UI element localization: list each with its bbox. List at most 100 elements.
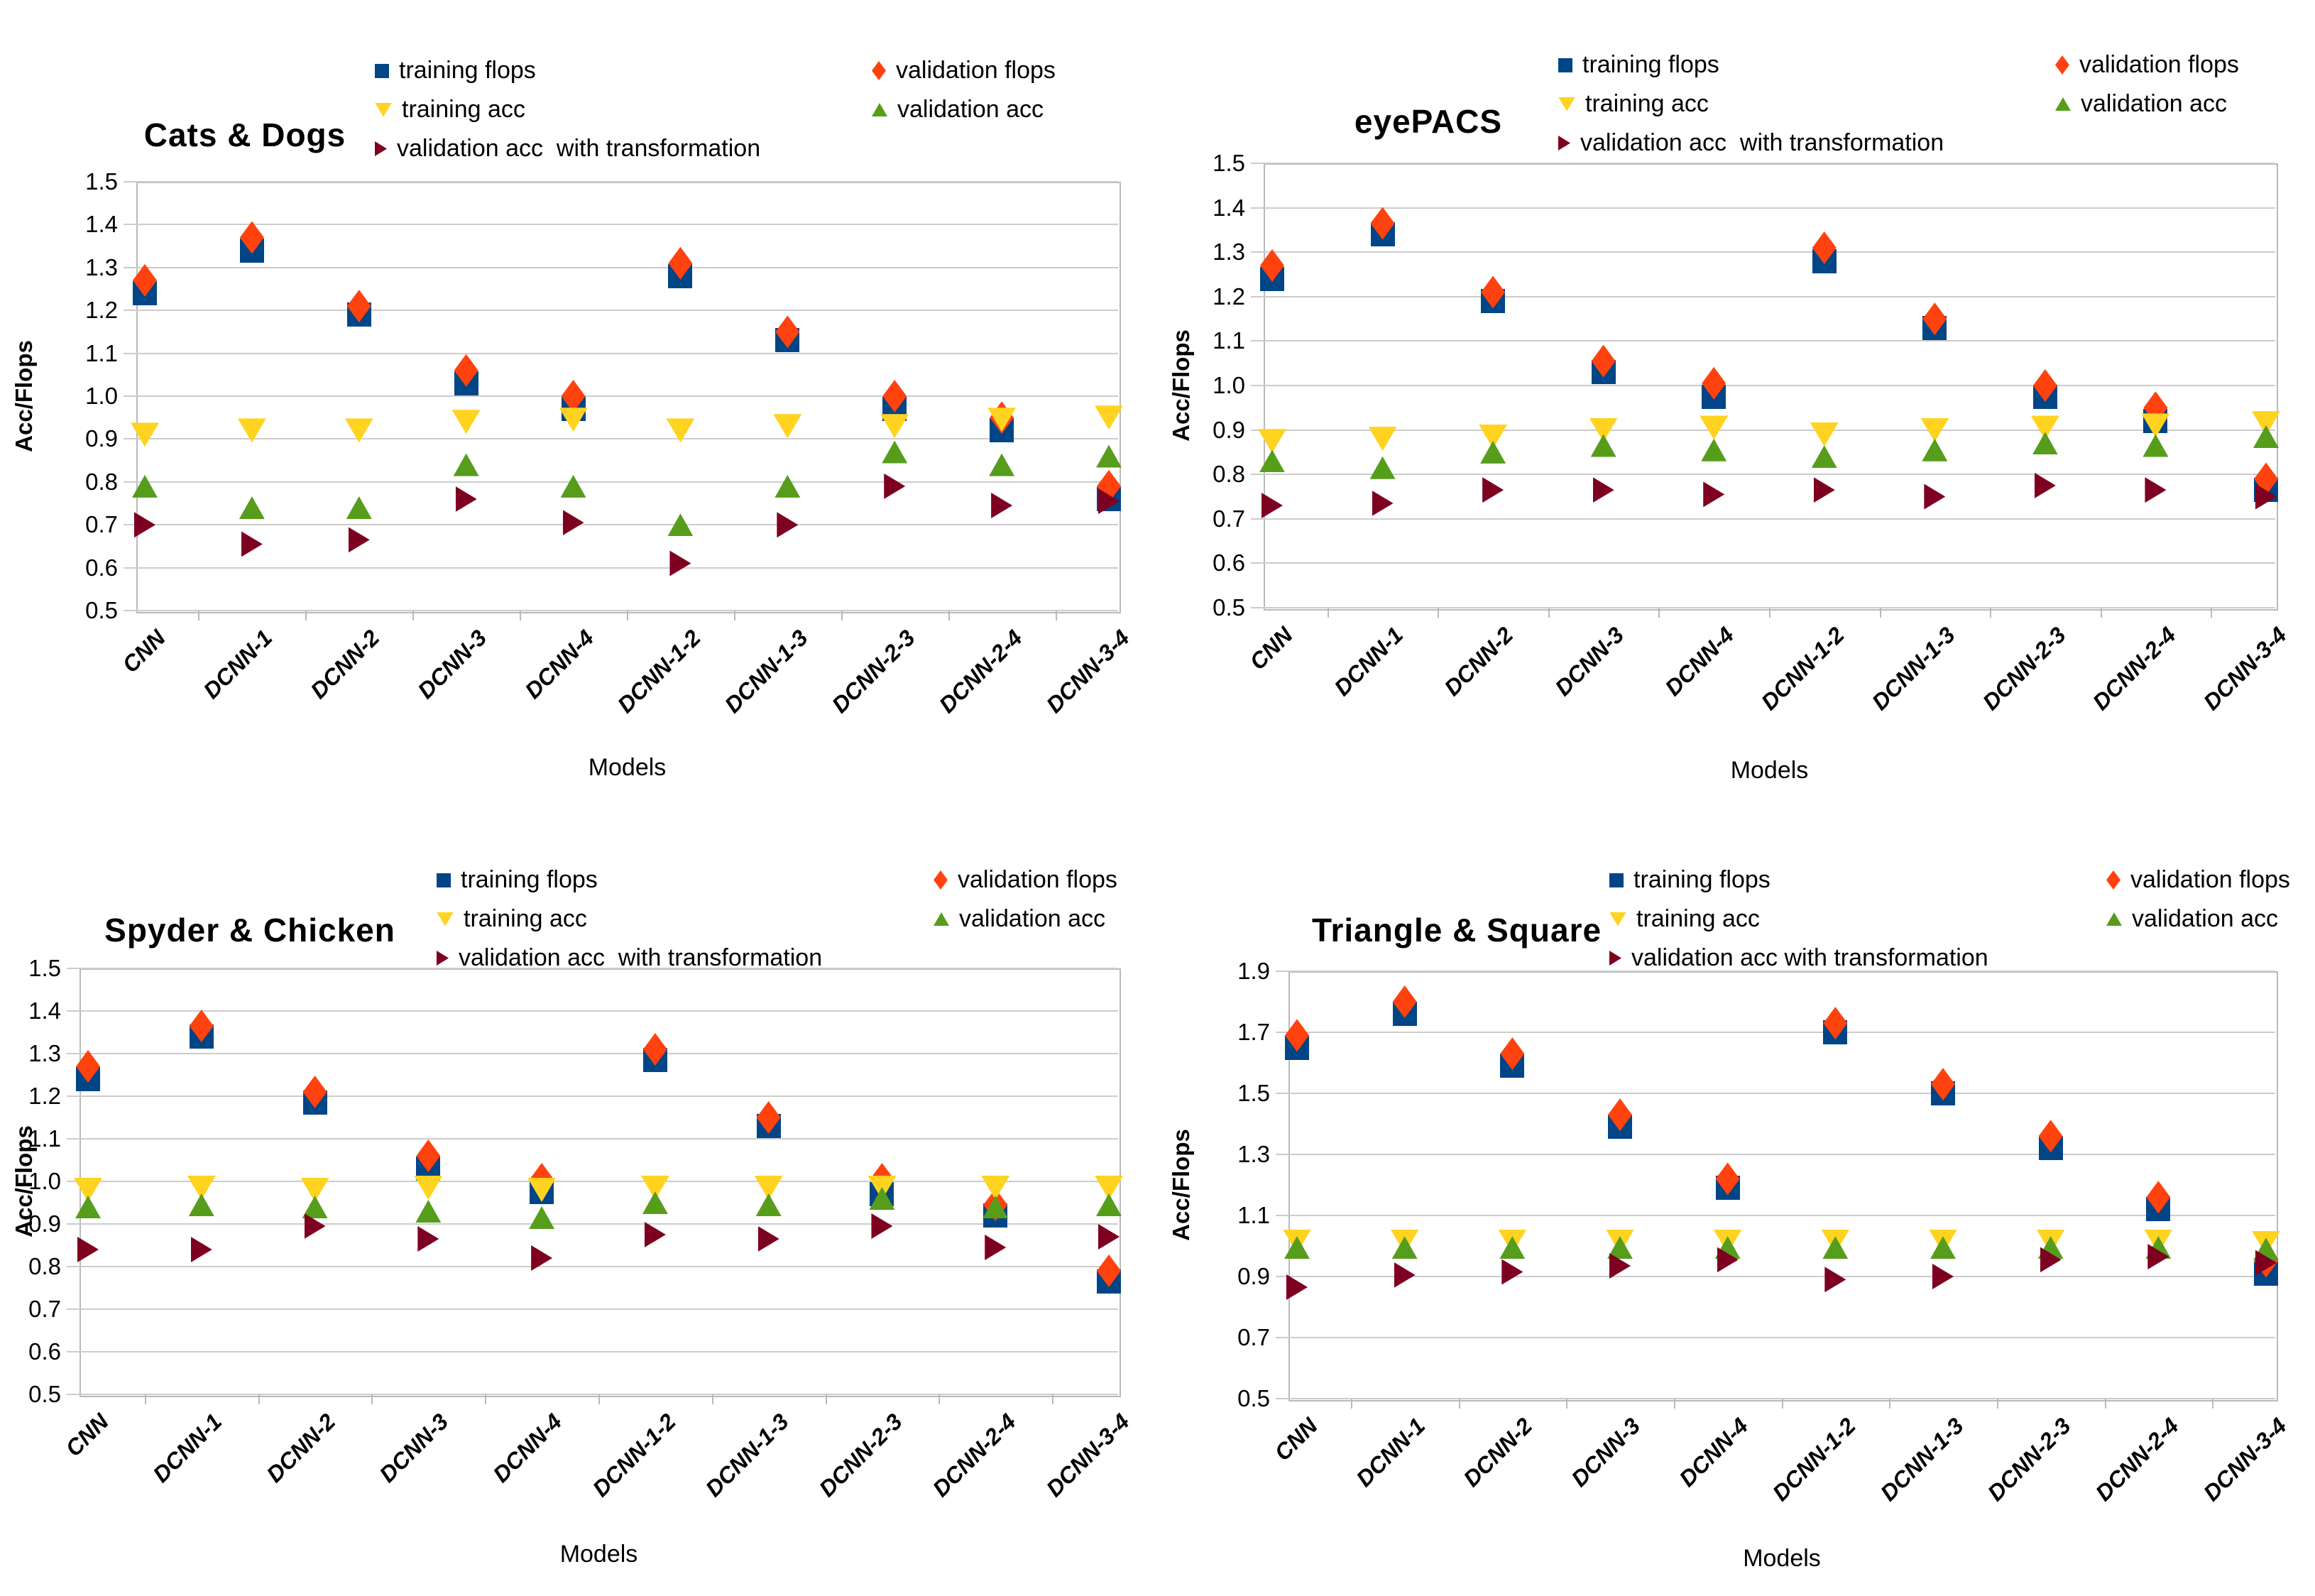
y-tick-label: 1.1 [28,1125,61,1152]
y-gridline [1251,163,2275,164]
legend-item-validation-acc: validation acc [934,905,1117,933]
chart-eyepacs: eyePACS training flops validation flops tr… [1157,0,2314,798]
diamond-legend-icon [2055,55,2069,75]
y-gridline [124,438,1118,440]
triangle-down-legend-icon [437,912,454,927]
x-tick-label: DCNN-1 [198,625,278,704]
x-tick-label: DCNN-1 [148,1409,227,1487]
legend-label: validation flops [2130,866,2290,893]
x-tick [1052,1394,1054,1404]
y-tick-label: 1.5 [28,955,61,981]
y-gridline [67,968,1118,969]
y-gridline [67,1053,1118,1054]
x-tick [144,1394,146,1404]
x-tick [948,611,950,621]
y-tick-label: 0.8 [85,468,118,495]
x-tick-label: DCNN-2-3 [1977,622,2071,716]
triangle-down-legend-icon [1609,912,1626,927]
x-tick [841,611,843,621]
y-gridline [67,1223,1118,1225]
y-tick-label: 1.5 [1213,150,1245,176]
x-tick-label: DCNN-1-3 [701,1409,794,1502]
legend-item-validation-acc: validation acc [872,96,1056,124]
y-tick-label: 1.0 [28,1168,61,1194]
x-tick-label: DCNN-2 [261,1409,341,1487]
chart-title: eyePACS [1354,103,1503,141]
x-tick-label: DCNN-2-3 [826,625,920,718]
y-tick-label: 1.0 [85,383,118,409]
x-tick-label: DCNN-2-3 [814,1409,907,1502]
x-tick-label: DCNN-1 [1351,1413,1430,1492]
legend-item-training-flops: training flops [1558,51,2055,79]
y-tick-label: 0.5 [28,1381,61,1407]
y-gridline [124,266,1118,268]
square-legend-icon [1558,58,1572,72]
y-tick-label: 0.7 [1213,505,1245,532]
y-gridline [1251,385,2275,386]
y-tick-label: 1.4 [85,211,118,238]
x-axis-title: Models [1730,757,1809,784]
y-tick-label: 1.2 [85,297,118,324]
legend-label: validation acc with transformation [459,944,823,971]
y-gridline [67,1308,1118,1310]
y-gridline [124,610,1118,611]
y-tick-label: 0.9 [85,425,118,452]
y-gridline [1251,340,2275,342]
x-tick [1996,1399,1998,1409]
legend-label: validation acc with transformation [1631,944,1988,971]
y-gridline [1276,971,2275,972]
triangle-up-legend-icon [2106,912,2122,926]
x-tick-label: DCNN-2-4 [927,1409,1021,1502]
legend-item-training-acc: training acc [1558,90,2055,118]
y-gridline [67,1394,1118,1395]
legend-item-validation-acc-with-transformation: validation acc with transformation [1609,944,2290,972]
x-tick-label: DCNN-1-3 [719,625,813,718]
x-tick-label: DCNN-1-3 [1875,1413,1969,1507]
y-tick-label: 1.0 [1213,372,1245,398]
x-tick-label: DCNN-2 [1458,1413,1538,1492]
x-tick-label: DCNN-3-4 [2198,1413,2292,1507]
x-tick [1990,608,1992,618]
y-gridline [124,310,1118,312]
y-gridline [1251,607,2275,608]
x-tick-label: CNN [116,625,170,678]
y-tick-label: 1.5 [85,168,118,195]
y-tick-label: 0.9 [1237,1263,1270,1289]
legend-item-validation-flops: validation flops [2055,51,2239,79]
legend-label: training acc [1636,905,1760,932]
x-axis-title: Models [559,1541,638,1568]
x-tick [825,1394,827,1404]
legend-item-validation-flops: validation flops [2106,866,2290,894]
x-tick [305,611,307,621]
chart-title: Triangle & Square [1311,912,1602,949]
y-gridline [1251,251,2275,253]
legend-label: training flops [1633,866,1771,893]
legend-item-training-acc: training acc [437,905,934,933]
y-gridline [1251,562,2275,564]
y-gridline [67,1351,1118,1352]
legend-item-validation-acc-with-transformation: validation acc with transformation [1558,129,2239,157]
y-gridline [67,1095,1118,1097]
y-gridline [1251,295,2275,297]
y-tick-label: 1.3 [28,1040,61,1066]
plot-area [136,182,1121,613]
y-gridline [67,1010,1118,1012]
x-tick [627,611,628,621]
legend-label: training flops [399,57,536,84]
y-gridline [124,481,1118,483]
y-gridline [1251,207,2275,209]
square-legend-icon [437,873,451,887]
y-gridline [1276,1093,2275,1094]
legend-label: validation acc [2081,90,2228,117]
y-tick-label: 0.8 [1213,461,1245,488]
y-tick-label: 0.7 [85,511,118,538]
x-tick [1889,1399,1891,1409]
x-tick-label: CNN [1244,622,1298,675]
chart-legend: training flops validation flops training a… [1609,866,2290,972]
legend-label: training acc [464,905,587,932]
y-tick-label: 0.9 [28,1210,61,1237]
plot-area [1288,971,2278,1401]
triangle-up-legend-icon [934,912,949,926]
legend-label: training flops [461,866,598,893]
